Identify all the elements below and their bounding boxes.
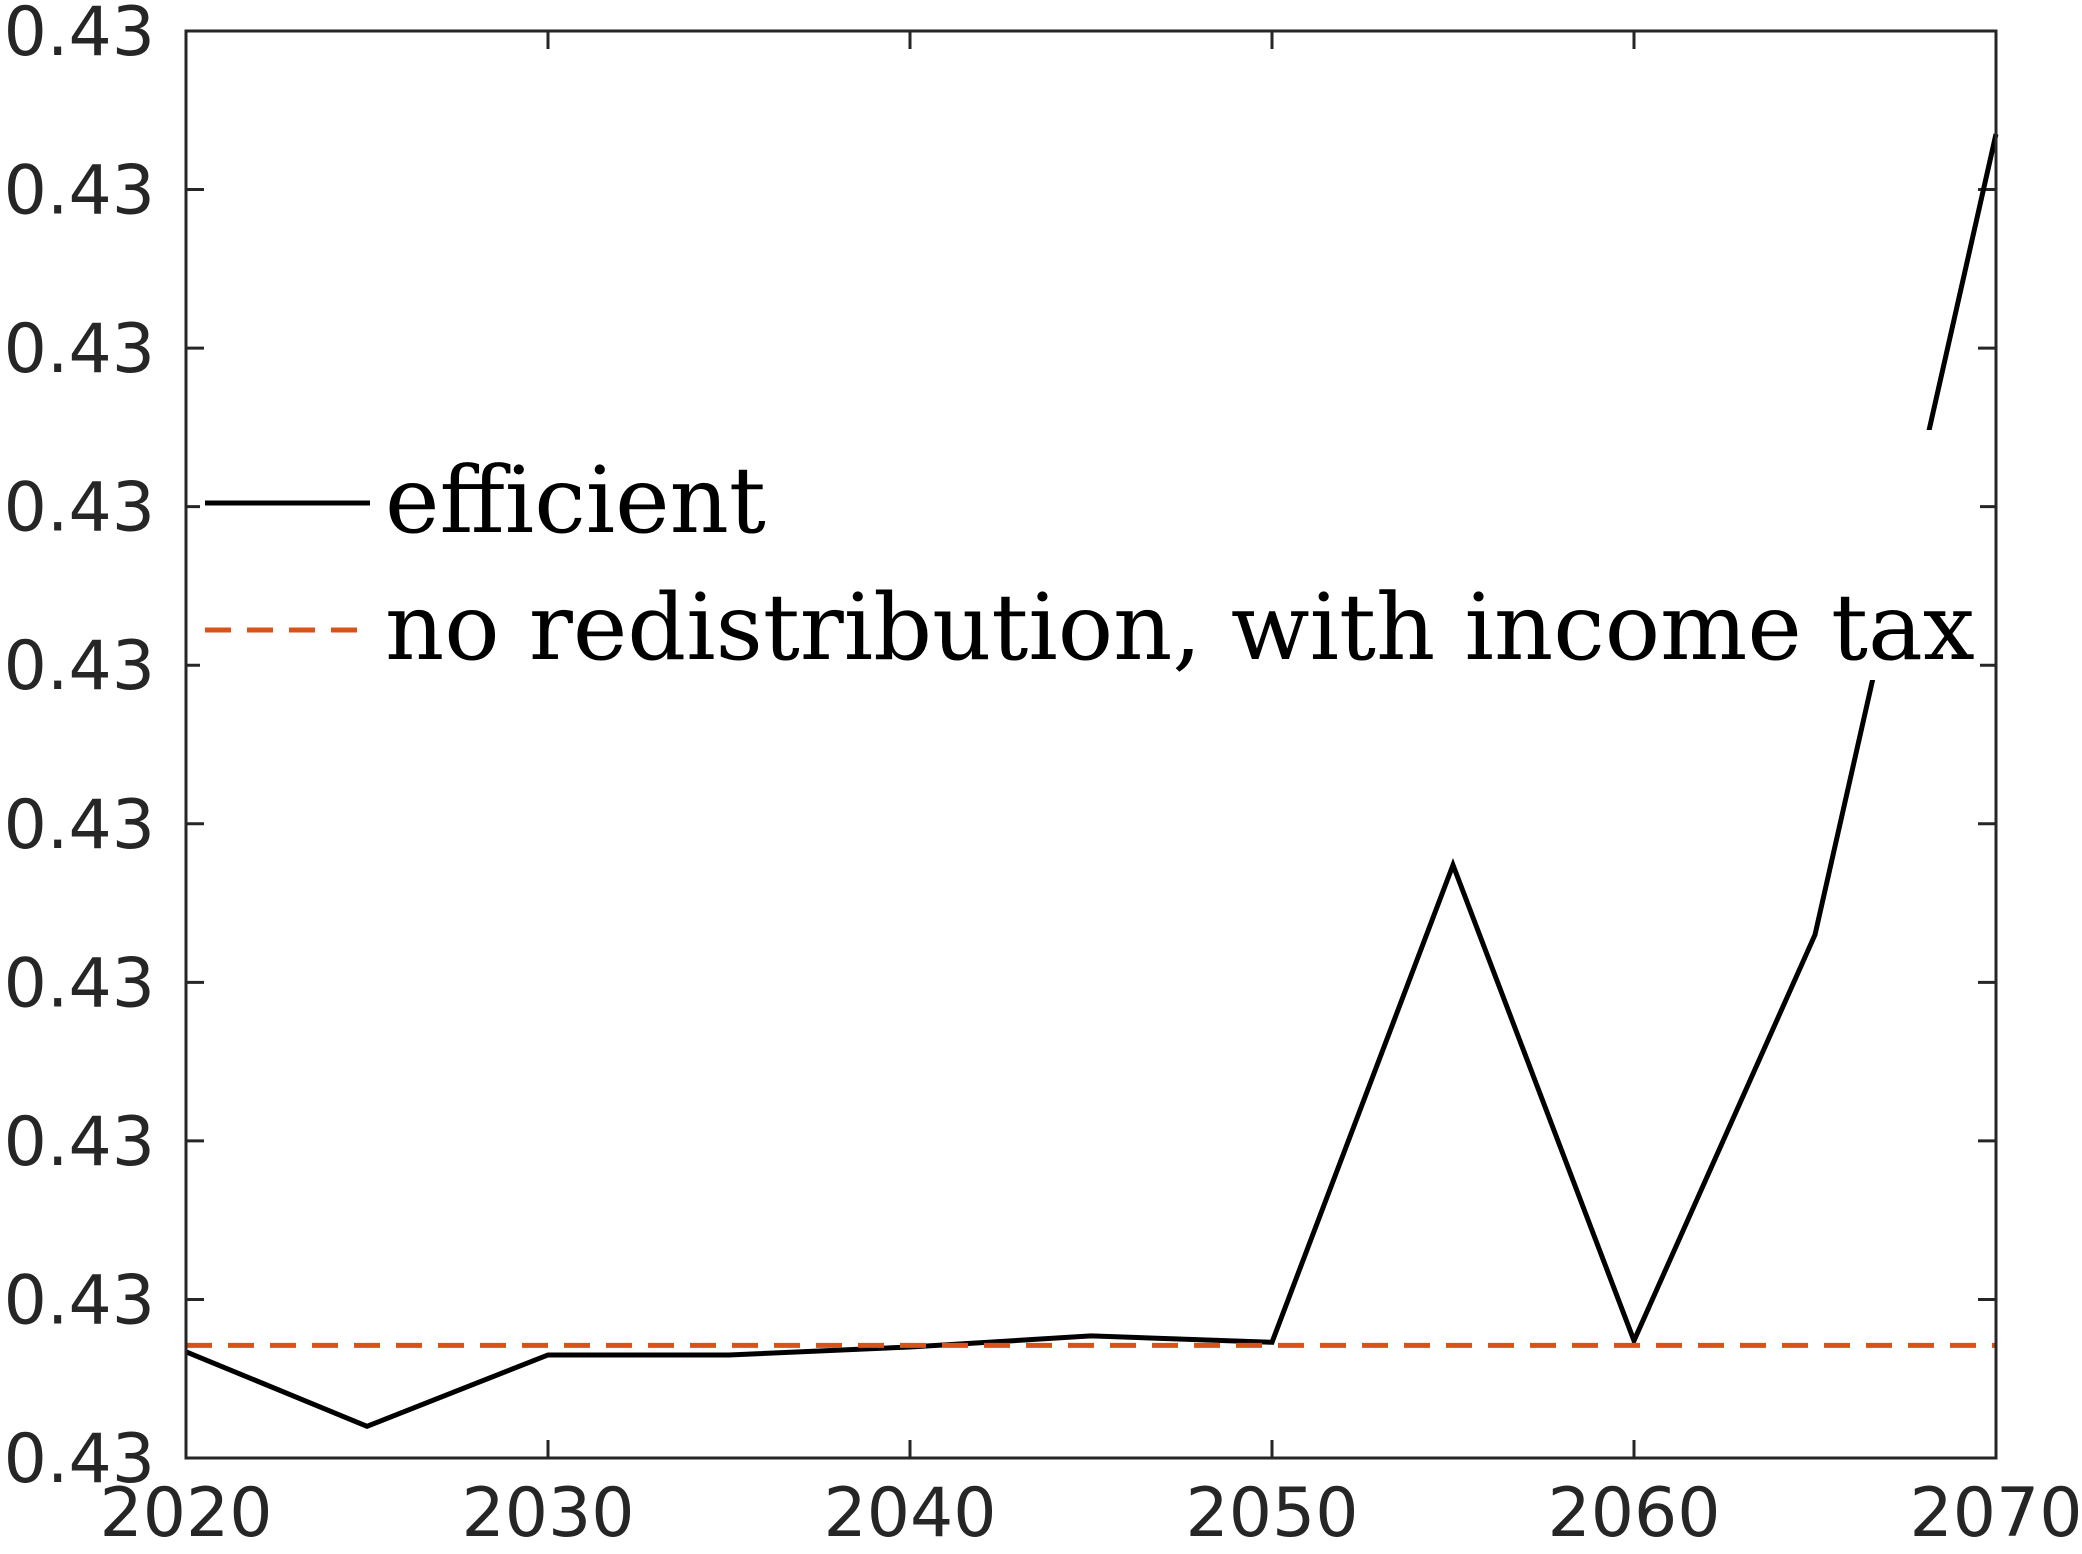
y-tick-label: 0.43 bbox=[4, 0, 155, 72]
series-layer bbox=[185, 133, 1999, 1429]
x-tick-label: 2070 bbox=[1909, 1474, 2082, 1553]
legend-label-0: efficient bbox=[385, 447, 766, 554]
x-tick-label: 2060 bbox=[1547, 1474, 1720, 1553]
y-tick-label: 0.43 bbox=[4, 1420, 155, 1499]
y-tick-label: 0.43 bbox=[4, 152, 155, 231]
y-tick-label: 0.43 bbox=[4, 469, 155, 548]
y-tick-label: 0.43 bbox=[4, 1261, 155, 1340]
legend-background bbox=[200, 430, 1980, 680]
plot-area bbox=[186, 31, 1996, 1458]
x-tick-label: 2050 bbox=[1185, 1474, 1358, 1553]
x-tick-label: 2030 bbox=[461, 1474, 634, 1553]
y-tick-label: 0.43 bbox=[4, 627, 155, 706]
y-tick-label: 0.43 bbox=[4, 310, 155, 389]
y-tick-label: 0.43 bbox=[4, 786, 155, 865]
y-axis-tick-labels: 0.43 0.43 0.43 0.43 0.43 0.43 0.43 0.43 0.43 0.43 bbox=[4, 0, 155, 1499]
legend-label-1: no redistribution, with income tax bbox=[385, 574, 1975, 681]
x-tick-label: 2040 bbox=[823, 1474, 996, 1553]
y-tick-label: 0.43 bbox=[4, 944, 155, 1023]
legend: efficient no redistribution, with income … bbox=[200, 430, 1980, 681]
x-tick-label: 2020 bbox=[99, 1474, 272, 1553]
x-axis-tick-labels: 2020 2030 2040 2050 2060 2070 bbox=[99, 1474, 2082, 1553]
axes-box bbox=[184, 29, 1998, 1460]
y-tick-label: 0.43 bbox=[4, 1103, 155, 1182]
